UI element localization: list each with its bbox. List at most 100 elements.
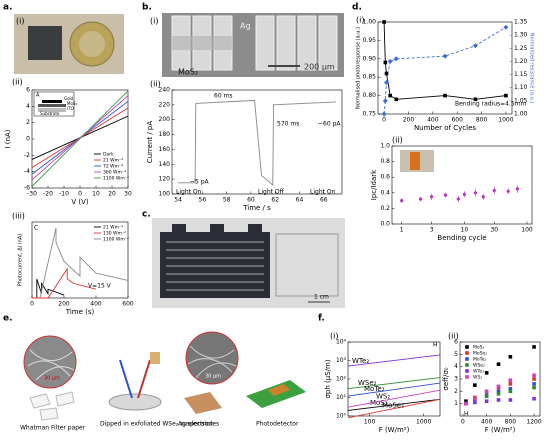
paper xyxy=(150,352,160,364)
y-tick-label: 180 xyxy=(159,131,171,138)
device xyxy=(410,152,420,170)
series-line xyxy=(31,90,129,187)
coin-center xyxy=(79,31,105,57)
series-label: MoSe₂ xyxy=(382,401,404,409)
legend-label: 1100 Wm⁻² xyxy=(103,176,129,182)
y2-axis-label: Normalized resistance (a.u.) xyxy=(529,33,535,104)
panel-label: d. xyxy=(352,3,362,13)
y-tick-label: 10⁰ xyxy=(336,413,347,420)
pad xyxy=(172,224,186,234)
panel-label: e. xyxy=(3,314,13,324)
panel-label: b. xyxy=(142,3,152,13)
marker xyxy=(492,188,496,193)
marker xyxy=(464,401,468,406)
papers xyxy=(29,391,75,421)
marker xyxy=(382,98,388,104)
marker xyxy=(508,389,513,394)
y-axis-label: I (nA) xyxy=(4,129,12,148)
legend-swatch xyxy=(465,345,469,349)
y-tick-label: 0.8 xyxy=(380,158,390,165)
y-tick-label: 0.0 xyxy=(380,221,390,228)
series-line xyxy=(347,398,441,419)
y2-tick-label: 1.30 xyxy=(514,32,528,39)
electrode xyxy=(160,232,270,298)
x-tick-label: 62 xyxy=(271,197,279,204)
y-axis-label: σeff/σ₀ xyxy=(442,367,450,390)
marker xyxy=(400,199,404,203)
y-tick-label: 5 xyxy=(454,351,458,358)
sub-label: (iii) xyxy=(12,212,25,221)
x-tick-label: 1200 xyxy=(526,419,541,426)
fibers xyxy=(187,345,237,379)
x-tick-label: 400 xyxy=(481,419,493,426)
electrode-faint xyxy=(275,233,339,297)
y2-tick-label: 1.35 xyxy=(514,19,528,26)
y-tick-label: 160 xyxy=(159,146,171,153)
y-tick-label: 0 xyxy=(26,136,30,143)
marker xyxy=(430,195,434,199)
pad xyxy=(248,224,262,234)
marker xyxy=(462,192,466,196)
x-tick-label: -20 xyxy=(43,191,53,198)
panel-label: a. xyxy=(3,3,13,13)
series-label: WTe₂ xyxy=(352,357,369,365)
legend-label: MoTe₂ xyxy=(473,357,486,363)
series-label: MoS₂ xyxy=(370,399,388,407)
marker xyxy=(508,355,513,359)
marker xyxy=(456,197,460,201)
x-tick-label: 200 xyxy=(58,301,70,308)
tweezer xyxy=(119,359,133,399)
y-tick-label: 140 xyxy=(159,161,171,168)
legend-label: WTe₂ xyxy=(473,369,484,375)
y-tick-label: 2 xyxy=(26,119,30,126)
legend-swatch xyxy=(465,357,469,361)
marker xyxy=(515,187,519,191)
y2-tick-label: 1.25 xyxy=(514,45,528,52)
marker xyxy=(473,383,477,387)
marker xyxy=(394,97,399,102)
marker xyxy=(508,387,513,391)
y-tick-label: 10¹ xyxy=(336,394,347,401)
marker xyxy=(532,373,536,378)
marker xyxy=(464,399,468,403)
meander xyxy=(166,241,264,291)
x-axis-label: F (W/m²) xyxy=(485,426,516,434)
marker xyxy=(496,392,501,396)
fibers xyxy=(27,349,75,381)
marker xyxy=(496,362,501,366)
legend-label: MoSe₂ xyxy=(473,351,487,357)
x-axis-label: Bending cycle xyxy=(437,234,486,242)
y-tick-label: 1 xyxy=(454,400,458,407)
y-tick-label: -4 xyxy=(24,168,30,175)
marker xyxy=(532,377,536,381)
sample xyxy=(28,26,62,60)
x-tick-label: 600 xyxy=(451,117,463,124)
panel-letter: H xyxy=(464,411,469,418)
series-line xyxy=(347,377,441,390)
series-line xyxy=(347,354,441,367)
marker xyxy=(473,396,477,401)
layer xyxy=(38,104,66,107)
x-tick-label: -30 xyxy=(27,191,37,198)
y-tick-label: 4 xyxy=(26,103,30,110)
legend-label: 21 Wm⁻² xyxy=(103,158,123,164)
x-tick-label: 600 xyxy=(122,301,134,308)
annotation: Bending radius=4.5mm xyxy=(455,101,527,108)
series-line xyxy=(347,389,441,408)
x-tick-label: 0 xyxy=(461,419,465,426)
y-tick-label: 0.6 xyxy=(380,174,390,181)
y-tick-label: 0.80 xyxy=(363,92,377,99)
x-tick-label: 200 xyxy=(403,117,415,124)
inset-text: Substrate xyxy=(40,111,60,116)
x-axis-label: Time / s xyxy=(242,204,271,212)
sub-label: (ii) xyxy=(12,78,23,87)
y-tick-label: 200 xyxy=(159,116,171,123)
tweezer xyxy=(137,359,151,399)
legend-swatch xyxy=(465,375,469,379)
y-tick-label: 0.4 xyxy=(380,189,390,196)
sub-label: (i) xyxy=(150,17,158,26)
x-tick-label: 0 xyxy=(30,301,34,308)
y-axis-label: Photocurrent, ΔI (nA) xyxy=(18,234,24,287)
series-label: WSe₂ xyxy=(358,379,377,387)
marker xyxy=(484,371,489,375)
